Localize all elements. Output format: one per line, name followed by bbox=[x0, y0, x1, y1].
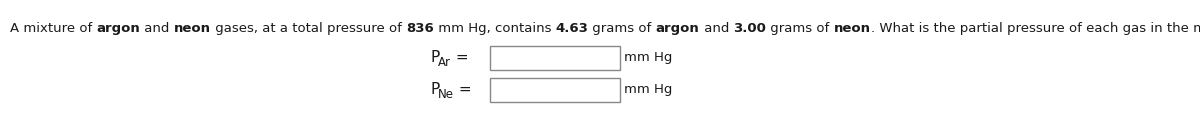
Bar bbox=[490, 46, 620, 70]
Text: 3.00: 3.00 bbox=[733, 22, 766, 35]
Text: grams of: grams of bbox=[766, 22, 834, 35]
Text: P: P bbox=[430, 51, 439, 65]
Text: gases, at a total pressure of: gases, at a total pressure of bbox=[211, 22, 406, 35]
Text: mm Hg, contains: mm Hg, contains bbox=[433, 22, 556, 35]
Text: A mixture of: A mixture of bbox=[10, 22, 96, 35]
Text: P: P bbox=[430, 82, 439, 98]
Text: =: = bbox=[454, 82, 472, 98]
Text: mm Hg: mm Hg bbox=[624, 84, 672, 96]
Text: 4.63: 4.63 bbox=[556, 22, 588, 35]
Text: neon: neon bbox=[174, 22, 211, 35]
Text: argon: argon bbox=[96, 22, 140, 35]
Text: grams of: grams of bbox=[588, 22, 656, 35]
Text: . What is the partial pressure of each gas in the mixture?: . What is the partial pressure of each g… bbox=[871, 22, 1200, 35]
Text: neon: neon bbox=[834, 22, 871, 35]
Bar bbox=[490, 78, 620, 102]
Text: =: = bbox=[451, 51, 468, 65]
Text: and: and bbox=[140, 22, 174, 35]
Text: Ar: Ar bbox=[438, 55, 451, 69]
Text: argon: argon bbox=[656, 22, 700, 35]
Text: and: and bbox=[700, 22, 733, 35]
Text: 836: 836 bbox=[406, 22, 433, 35]
Text: Ne: Ne bbox=[438, 88, 454, 100]
Text: mm Hg: mm Hg bbox=[624, 51, 672, 65]
